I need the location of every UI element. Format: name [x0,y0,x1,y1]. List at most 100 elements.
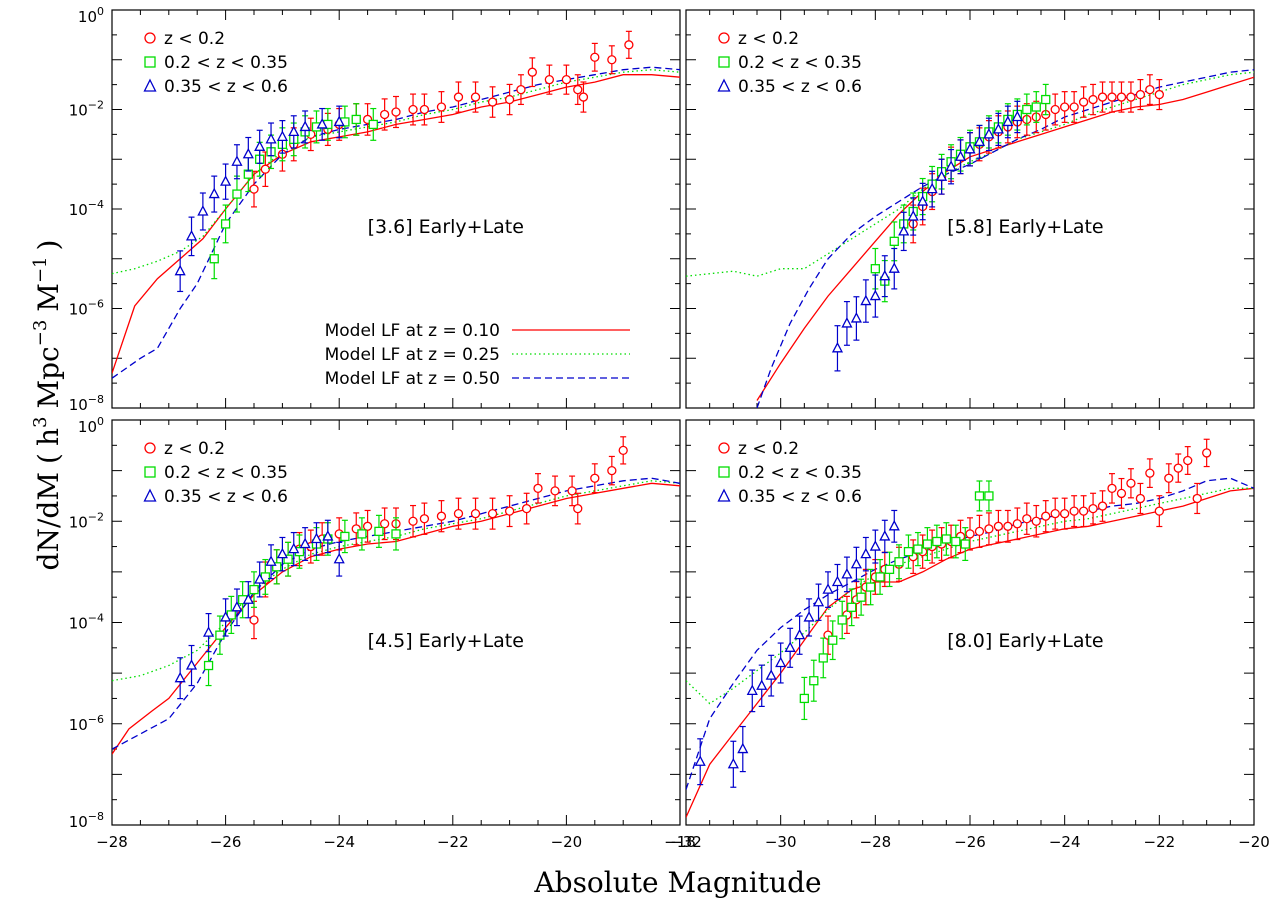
data-point-triangle [898,211,910,252]
data-point-circle [1031,504,1041,538]
plot-area [686,438,1254,818]
data-point-square [837,600,847,640]
data-point-triangle [1011,100,1023,134]
data-point-triangle [879,255,891,298]
data-point-circle [1097,81,1108,113]
data-point-circle [1041,500,1051,533]
data-point-circle [573,492,583,525]
data-point-square [391,517,401,551]
x-tick-label: −26 [954,833,986,851]
data-point-triangle [765,654,777,697]
data-point-triangle [850,546,862,582]
data-point-circle [453,497,464,530]
data-point-triangle [265,122,277,157]
y-tick-label: 10−4 [69,612,104,633]
data-point-square [220,204,231,244]
data-point-circle [533,473,543,504]
data-point-triangle [288,115,300,149]
data-point-triangle [860,279,872,323]
data-point-triangle [220,598,232,637]
data-point-circle [1145,74,1155,106]
data-point-square [215,615,225,655]
y-tick-label: 100 [78,415,104,436]
data-point-circle [965,517,975,551]
data-point-circle [590,42,600,72]
x-tick-label: −18 [664,833,696,851]
panel-3: 100 10−2 10−4 10−6 10−8 −28 −26 −24 −22 −20 −18 z <… [69,415,696,851]
y-tick-label: 10−8 [69,810,104,831]
data-point-circle [1088,83,1098,116]
data-point-square [818,637,828,679]
data-point-triangle [831,325,844,372]
data-point-triangle [1002,105,1014,139]
y-tick-label: 10−8 [69,393,104,414]
data-point-circle [1060,497,1070,530]
x-tick-label: −24 [323,833,355,851]
data-point-circle [1116,477,1127,509]
data-point-triangle [220,163,232,200]
data-point-circle [1012,507,1022,541]
data-point-triangle [888,509,900,543]
data-point-circle [453,81,464,113]
data-point-triangle [333,105,345,139]
data-point-square [232,175,242,213]
data-point-triangle [869,529,881,564]
data-point-square [237,581,248,619]
panel-1: 100 10−2 10−4 10−6 10−8 z < 0.2 0.2 < z < 0.35… [69,5,681,414]
data-point-triangle [333,541,345,577]
model-legend-label: Model LF at z = 0.50 [325,369,500,389]
data-point-square [984,480,994,512]
data-point-circle [521,492,532,525]
data-point-circle [408,93,418,126]
legend-entry-triangle: 0.35 < z < 0.6 [717,77,862,97]
data-point-square [272,549,282,585]
data-point-triangle [242,136,254,172]
data-point-square [932,524,942,559]
data-point-triangle [983,117,995,152]
data-point-circle [1097,490,1108,522]
legend-label: 0.2 < z < 0.35 [738,463,862,483]
data-point-triangle [775,642,787,684]
data-point-triangle [737,725,749,773]
data-point-square [368,107,378,141]
data-point-circle [1173,453,1183,483]
data-point-triangle [831,563,844,601]
x-tick-label: −28 [96,833,128,851]
data-point-circle [516,74,526,106]
data-point-square [941,522,951,556]
data-point-circle [1135,79,1146,111]
panel-label: [8.0] Early+Late [947,630,1103,652]
data-point-circle [436,500,447,533]
x-tick-label: −28 [860,833,892,851]
data-point-triangle [841,556,853,593]
x-tick-label: −22 [437,833,469,851]
data-point-circle [1088,492,1098,525]
data-point-circle [1022,502,1032,535]
y-tick-label: 10−6 [69,298,104,319]
data-point-circle [1154,495,1164,528]
data-point-triangle [185,216,198,257]
x-tick-label: −32 [670,833,702,851]
data-point-circle [842,595,852,635]
data-point-circle [1078,495,1089,528]
data-point-square [974,480,985,512]
data-point-triangle [850,296,862,341]
data-point-circle [408,504,418,538]
y-tick-label: 10−2 [69,99,104,120]
data-point-square [828,620,838,661]
data-point-square [913,531,923,567]
data-point-circle [419,502,430,535]
data-point-circle [379,507,390,541]
data-point-square [865,568,876,606]
data-point-square [856,578,866,616]
x-tick-label: −30 [765,833,797,851]
data-point-square [340,519,350,554]
data-point-triangle [964,132,976,167]
data-point-circle [487,86,498,118]
data-point-triangle [288,531,300,567]
data-point-circle [567,475,577,507]
data-point-triangle [822,571,834,608]
legend-entry-triangle: 0.35 < z < 0.6 [717,487,862,507]
data-point-square [249,571,259,608]
data-point-triangle [746,669,758,713]
